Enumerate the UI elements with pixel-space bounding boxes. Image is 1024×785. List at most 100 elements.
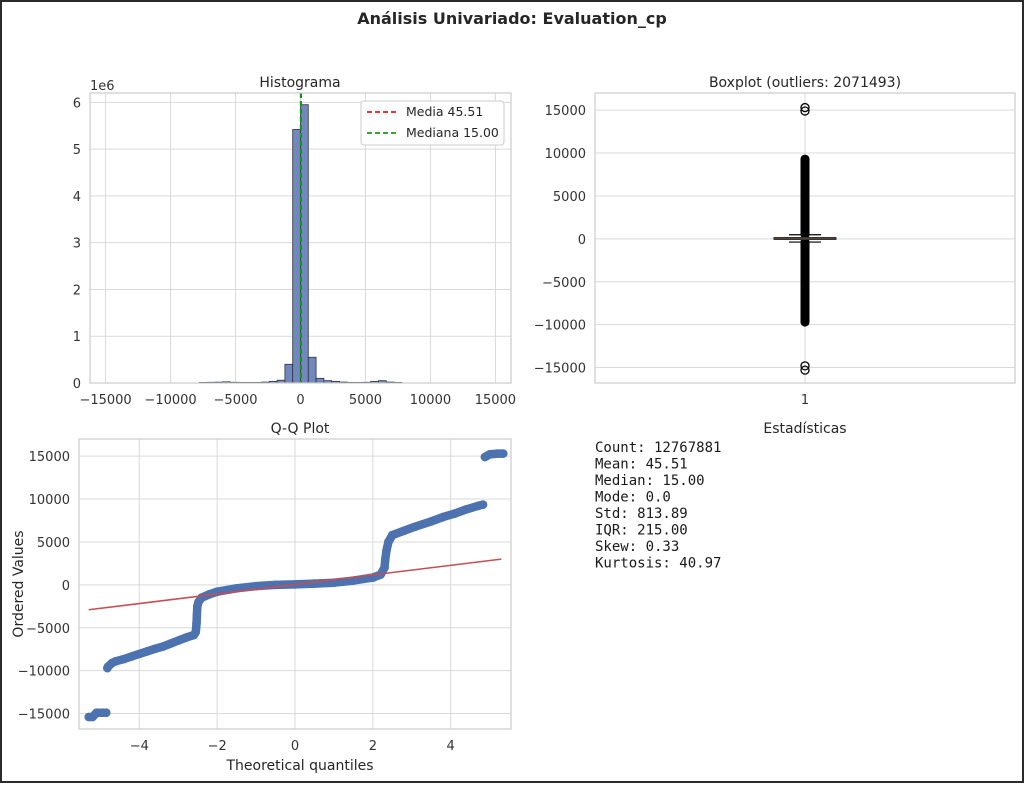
- stats-line: Kurtosis: 40.97: [595, 556, 721, 572]
- qq-point: [349, 576, 358, 585]
- qq-y-tick-label: 0: [62, 579, 70, 594]
- qq-x-tick-label: −2: [208, 739, 227, 754]
- qq-point: [438, 512, 448, 522]
- qq-point: [150, 644, 160, 654]
- qq-frame: [78, 438, 512, 730]
- qq-point: [380, 563, 389, 572]
- qq-y-axis-label: Ordered Values: [11, 530, 27, 637]
- histogram-y-tick-label: 1: [73, 330, 81, 345]
- boxplot-y-tick-label: −5000: [542, 276, 586, 291]
- stats-line: Skew: 0.33: [595, 539, 679, 555]
- qq-x-axis-label: Theoretical quantiles: [225, 758, 373, 774]
- histogram-y-tick-label: 5: [73, 143, 81, 158]
- histogram-bar: [284, 363, 294, 384]
- histogram-x-tick-label: 0: [296, 393, 304, 408]
- boxplot-y-tick-label: 15000: [545, 104, 586, 119]
- qq-y-tick-label: −15000: [18, 708, 70, 723]
- qq-point: [380, 554, 390, 564]
- outlier-point: [800, 106, 810, 116]
- stats-line: IQR: 215.00: [595, 523, 688, 539]
- histogram-title: Histograma: [259, 75, 340, 91]
- qq-point: [192, 619, 201, 628]
- stats-line: Count: 12767881: [595, 440, 721, 456]
- qq-point: [101, 708, 111, 717]
- stats-title: Estadísticas: [763, 421, 846, 437]
- qq-point: [411, 522, 420, 531]
- boxplot-panel: Boxplot (outliers: 2071493) −15000 −10000…: [534, 75, 1016, 408]
- histogram-y-tick-label: 0: [73, 377, 81, 392]
- legend-median-label: Mediana 15.00: [406, 125, 499, 140]
- legend-mean-label: Media 45.51: [406, 104, 483, 119]
- qq-x-tick-label: 4: [447, 739, 455, 754]
- histogram-y-tick-label: 3: [73, 237, 81, 252]
- histogram-bar: [292, 129, 301, 384]
- boxplot-y-tick-label: 5000: [553, 190, 586, 205]
- boxplot-y-tick-label: −10000: [534, 319, 586, 334]
- qq-point: [142, 647, 152, 656]
- histogram-panel: Histograma 1e6 −15000 −10000 −5000 0 5000 100…: [73, 75, 516, 408]
- qq-point: [384, 537, 393, 547]
- qq-x-tick-label: −4: [130, 739, 149, 754]
- boxplot-frame: [594, 92, 1016, 384]
- outlier-point: [800, 365, 810, 375]
- qq-title: Q-Q Plot: [271, 421, 330, 437]
- qq-y-tick-label: −5000: [26, 622, 70, 637]
- stats-line: Std: 813.89: [595, 506, 688, 522]
- histogram-x-tick-label: 10000: [410, 393, 451, 408]
- histogram-x-tick-label: −10000: [144, 393, 196, 408]
- stats-line: Mean: 45.51: [595, 457, 688, 473]
- figure-title: Análisis Univariado: Evaluation_cp: [357, 9, 667, 28]
- stats-line: Mode: 0.0: [595, 490, 671, 506]
- qq-plot-panel: Q-Q Plot −4 −2 0 2 4 −15000 −10000 −5000 0 5000 1…: [11, 421, 512, 774]
- stats-line: Median: 15.00: [595, 473, 705, 489]
- histogram-frame: [89, 92, 512, 384]
- qq-point: [127, 652, 136, 661]
- qq-y-tick-label: 10000: [29, 493, 70, 508]
- qq-point: [166, 639, 175, 648]
- histogram-legend: Media 45.51 Mediana 15.00: [360, 100, 505, 146]
- qq-point: [461, 505, 471, 514]
- qq-point: [181, 633, 191, 642]
- histogram-x-tick-label: −5000: [214, 393, 258, 408]
- qq-point: [426, 517, 436, 526]
- qq-point: [399, 526, 409, 536]
- qq-y-tick-label: −10000: [18, 665, 70, 680]
- histogram-y-tick-label: 4: [73, 190, 81, 205]
- boxplot-x-tick-label: 1: [801, 393, 809, 408]
- qq-y-tick-label: 15000: [29, 450, 70, 465]
- qq-point: [111, 656, 121, 666]
- qq-point: [173, 636, 183, 645]
- histogram-y-tick-label: 6: [73, 96, 81, 111]
- outlier-point: [800, 102, 810, 113]
- qq-point: [498, 449, 508, 458]
- qq-point: [478, 500, 488, 509]
- qq-point: [158, 642, 167, 651]
- qq-point: [119, 654, 129, 664]
- outlier-point: [800, 361, 810, 371]
- qq-point: [485, 450, 494, 459]
- qq-fit-line: [88, 558, 502, 611]
- qq-x-tick-label: 0: [291, 739, 299, 754]
- histogram-x-tick-label: −15000: [79, 393, 131, 408]
- boxplot-y-tick-label: −15000: [534, 362, 586, 377]
- qq-y-tick-label: 5000: [37, 536, 70, 551]
- histogram-bar: [307, 356, 317, 384]
- boxplot-y-tick-label: 10000: [545, 147, 586, 162]
- qq-point: [135, 649, 144, 659]
- qq-point: [310, 579, 319, 588]
- histogram-x-tick-label: 5000: [349, 393, 382, 408]
- boxplot-y-tick-label: 0: [578, 233, 586, 248]
- histogram-bar: [315, 377, 325, 384]
- histogram-x-tick-label: 15000: [475, 393, 516, 408]
- histogram-offset-label: 1e6: [90, 79, 115, 94]
- qq-point: [382, 546, 391, 555]
- legend-box: [360, 100, 505, 146]
- qq-x-tick-label: 2: [369, 739, 377, 754]
- qq-point: [191, 627, 201, 637]
- qq-point: [387, 530, 397, 540]
- qq-point: [192, 610, 202, 620]
- qq-point: [450, 509, 459, 518]
